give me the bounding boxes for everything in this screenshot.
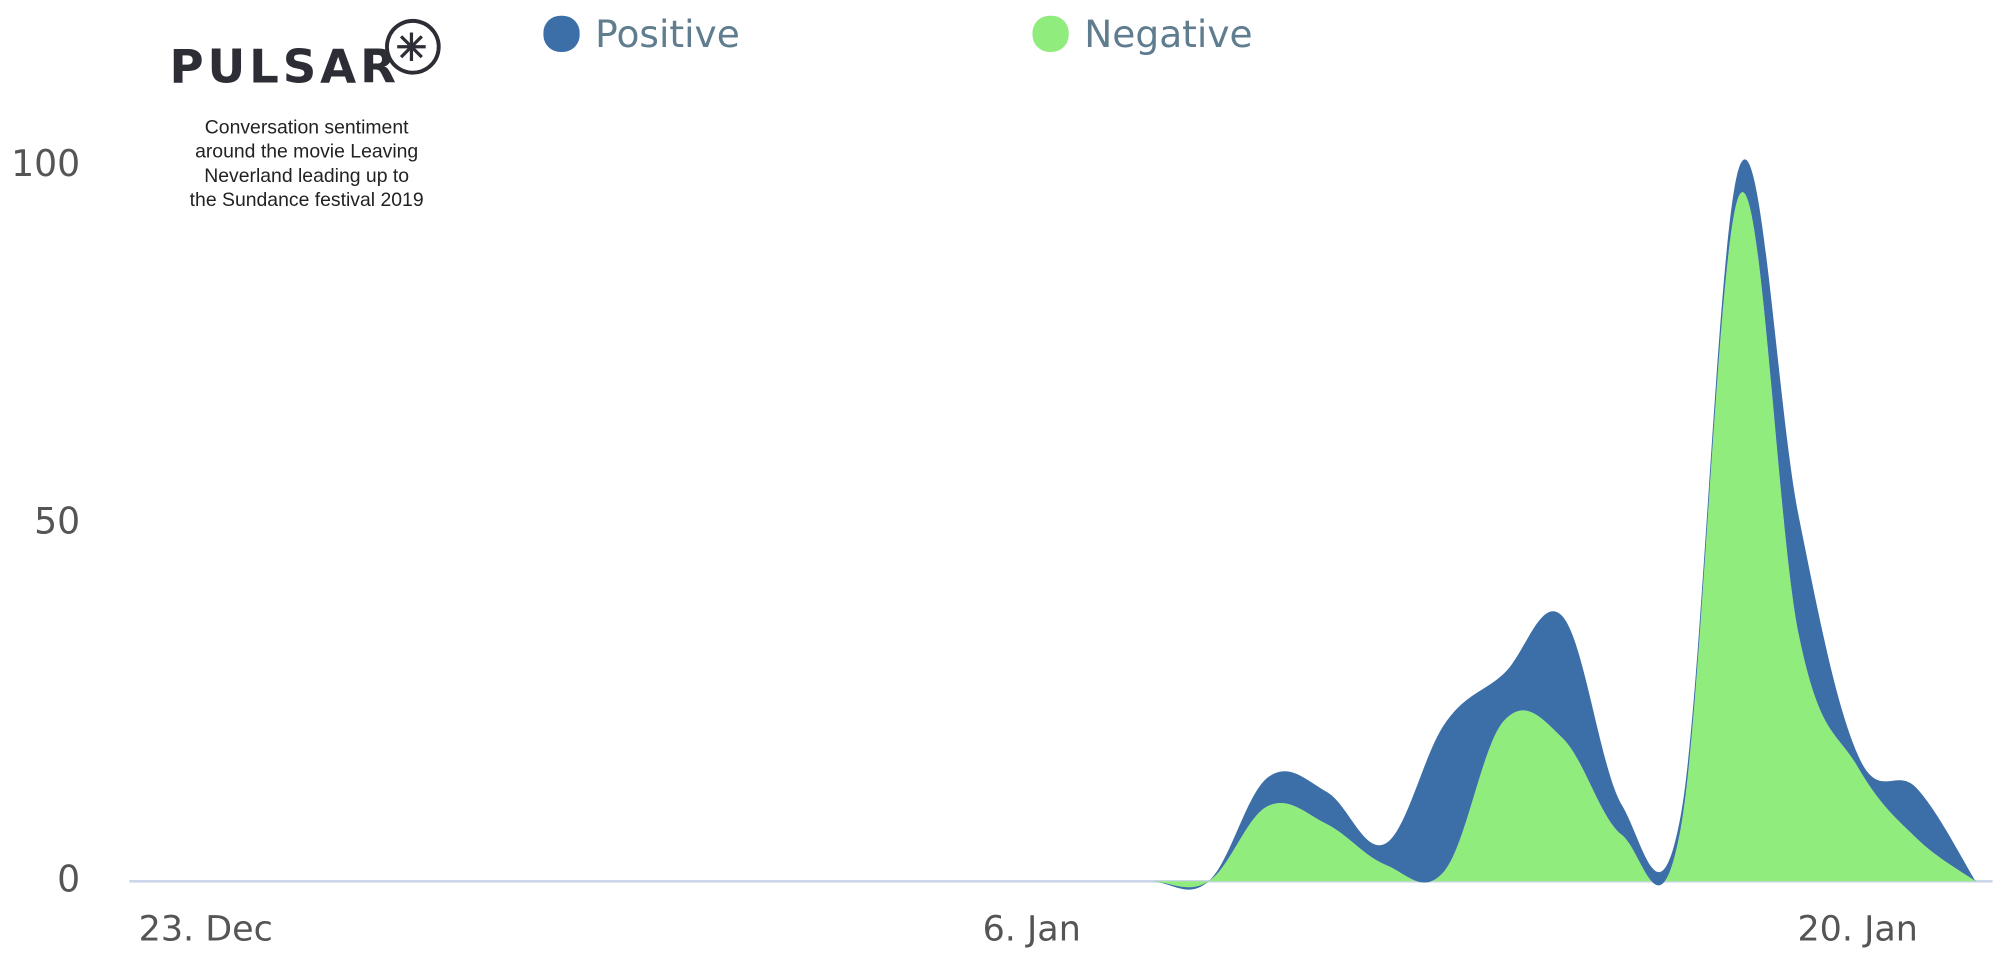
legend-item[interactable]: Negative — [1032, 12, 1253, 56]
legend-swatch — [543, 15, 580, 52]
y-tick-label: 100 — [11, 142, 80, 185]
logo: PULSAR — [169, 40, 399, 94]
annotation-line: Neverland leading up to — [204, 165, 409, 187]
y-tick-label: 0 — [57, 857, 80, 900]
legend-label: Positive — [595, 12, 740, 56]
logo-icon — [385, 18, 441, 75]
annotation-line: around the movie Leaving — [195, 141, 418, 163]
x-tick-label: 23. Dec — [139, 909, 273, 949]
area — [205, 192, 1976, 888]
annotation: Conversation sentiment around the movie L… — [190, 116, 424, 211]
x-tick-label: 6. Jan — [983, 909, 1081, 949]
y-tick-label: 50 — [34, 500, 80, 543]
annotation-line: the Sundance festival 2019 — [190, 189, 424, 211]
annotation-line: Conversation sentiment — [205, 116, 409, 138]
x-tick-label: 20. Jan — [1797, 909, 1917, 949]
legend-item[interactable]: Positive — [543, 12, 740, 56]
legend-label: Negative — [1084, 12, 1252, 56]
legend-swatch — [1032, 15, 1069, 52]
area — [205, 159, 1976, 890]
